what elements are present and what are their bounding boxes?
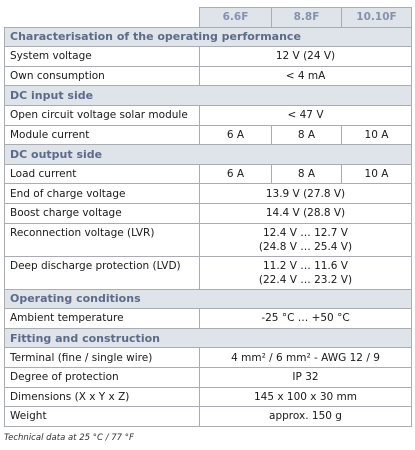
value-cell: 10 A bbox=[341, 163, 412, 185]
value-cell: 8 A bbox=[271, 124, 342, 146]
value-cell: < 47 V bbox=[199, 104, 412, 126]
value-cell: 13.9 V (27.8 V) bbox=[199, 183, 412, 204]
section-row: DC output side bbox=[4, 144, 412, 165]
section-title: Fitting and construction bbox=[4, 327, 412, 349]
row-label: Terminal (fine / single wire) bbox=[4, 347, 200, 368]
value-cell: 14.4 V (28.8 V) bbox=[199, 202, 412, 224]
data-row: Open circuit voltage solar module < 47 V bbox=[4, 104, 412, 126]
data-row: End of charge voltage 13.9 V (27.8 V) bbox=[4, 183, 412, 204]
data-row: Ambient temperature -25 °C … +50 °C bbox=[4, 308, 412, 329]
section-row: Fitting and construction bbox=[4, 327, 412, 349]
row-label: Reconnection voltage (LVR) bbox=[4, 222, 200, 257]
value-line: (22.4 V … 23.2 V) bbox=[258, 273, 353, 286]
row-label: Module current bbox=[4, 124, 200, 146]
row-label: Ambient temperature bbox=[4, 308, 200, 329]
column-header: 8.8F bbox=[271, 7, 342, 28]
data-row: Deep discharge protection (LVD) 11.2 V … … bbox=[4, 255, 412, 290]
spec-sheet: 6.6F 8.8F 10.10F Characterisation of the op… bbox=[4, 7, 412, 443]
column-header: 6.6F bbox=[199, 7, 272, 28]
row-label: System voltage bbox=[4, 46, 200, 67]
value-cell: 11.2 V … 11.6 V (22.4 V … 23.2 V) bbox=[199, 255, 412, 290]
section-row: Characterisation of the operating perfor… bbox=[4, 26, 412, 48]
data-row: Boost charge voltage 14.4 V (28.8 V) bbox=[4, 202, 412, 224]
value-cell: 8 A bbox=[271, 163, 342, 185]
row-label: Deep discharge protection (LVD) bbox=[4, 255, 200, 290]
header-row: 6.6F 8.8F 10.10F bbox=[4, 7, 412, 28]
value-cell: 12.4 V … 12.7 V (24.8 V … 25.4 V) bbox=[199, 222, 412, 257]
value-cell: IP 32 bbox=[199, 366, 412, 388]
spec-table: 6.6F 8.8F 10.10F Characterisation of the op… bbox=[4, 7, 412, 427]
section-row: Operating conditions bbox=[4, 288, 412, 310]
row-label: Open circuit voltage solar module bbox=[4, 104, 200, 126]
value-line: 11.2 V … 11.6 V bbox=[263, 259, 348, 272]
value-cell: 10 A bbox=[341, 124, 412, 146]
data-row: Weight approx. 150 g bbox=[4, 406, 412, 427]
footnote: Technical data at 25 °C / 77 °F bbox=[4, 432, 134, 443]
section-title: Operating conditions bbox=[4, 288, 412, 310]
value-cell: 6 A bbox=[199, 163, 272, 185]
value-cell: approx. 150 g bbox=[199, 406, 412, 427]
value-line: (24.8 V … 25.4 V) bbox=[258, 240, 353, 253]
section-title: DC input side bbox=[4, 85, 412, 106]
data-row: Dimensions (X x Y x Z) 145 x 100 x 30 mm bbox=[4, 386, 412, 408]
data-row: Terminal (fine / single wire) 4 mm² / 6 m… bbox=[4, 347, 412, 368]
value-line: 12.4 V … 12.7 V bbox=[263, 226, 348, 239]
value-cell: 6 A bbox=[199, 124, 272, 146]
value-cell: 145 x 100 x 30 mm bbox=[199, 386, 412, 408]
value-cell: < 4 mA bbox=[199, 65, 412, 87]
section-title: DC output side bbox=[4, 144, 412, 165]
row-label: End of charge voltage bbox=[4, 183, 200, 204]
header-blank bbox=[4, 7, 200, 28]
row-label: Degree of protection bbox=[4, 366, 200, 388]
row-label: Own consumption bbox=[4, 65, 200, 87]
section-title: Characterisation of the operating perfor… bbox=[4, 26, 412, 48]
data-row: Own consumption < 4 mA bbox=[4, 65, 412, 87]
row-label: Boost charge voltage bbox=[4, 202, 200, 224]
row-label: Dimensions (X x Y x Z) bbox=[4, 386, 200, 408]
column-header: 10.10F bbox=[341, 7, 412, 28]
value-cell: 12 V (24 V) bbox=[199, 46, 412, 67]
row-label: Weight bbox=[4, 406, 200, 427]
value-cell: -25 °C … +50 °C bbox=[199, 308, 412, 329]
data-row: Degree of protection IP 32 bbox=[4, 366, 412, 388]
value-cell: 4 mm² / 6 mm² - AWG 12 / 9 bbox=[199, 347, 412, 368]
section-row: DC input side bbox=[4, 85, 412, 106]
data-row: Reconnection voltage (LVR) 12.4 V … 12.7 … bbox=[4, 222, 412, 257]
row-label: Load current bbox=[4, 163, 200, 185]
data-row: System voltage 12 V (24 V) bbox=[4, 46, 412, 67]
